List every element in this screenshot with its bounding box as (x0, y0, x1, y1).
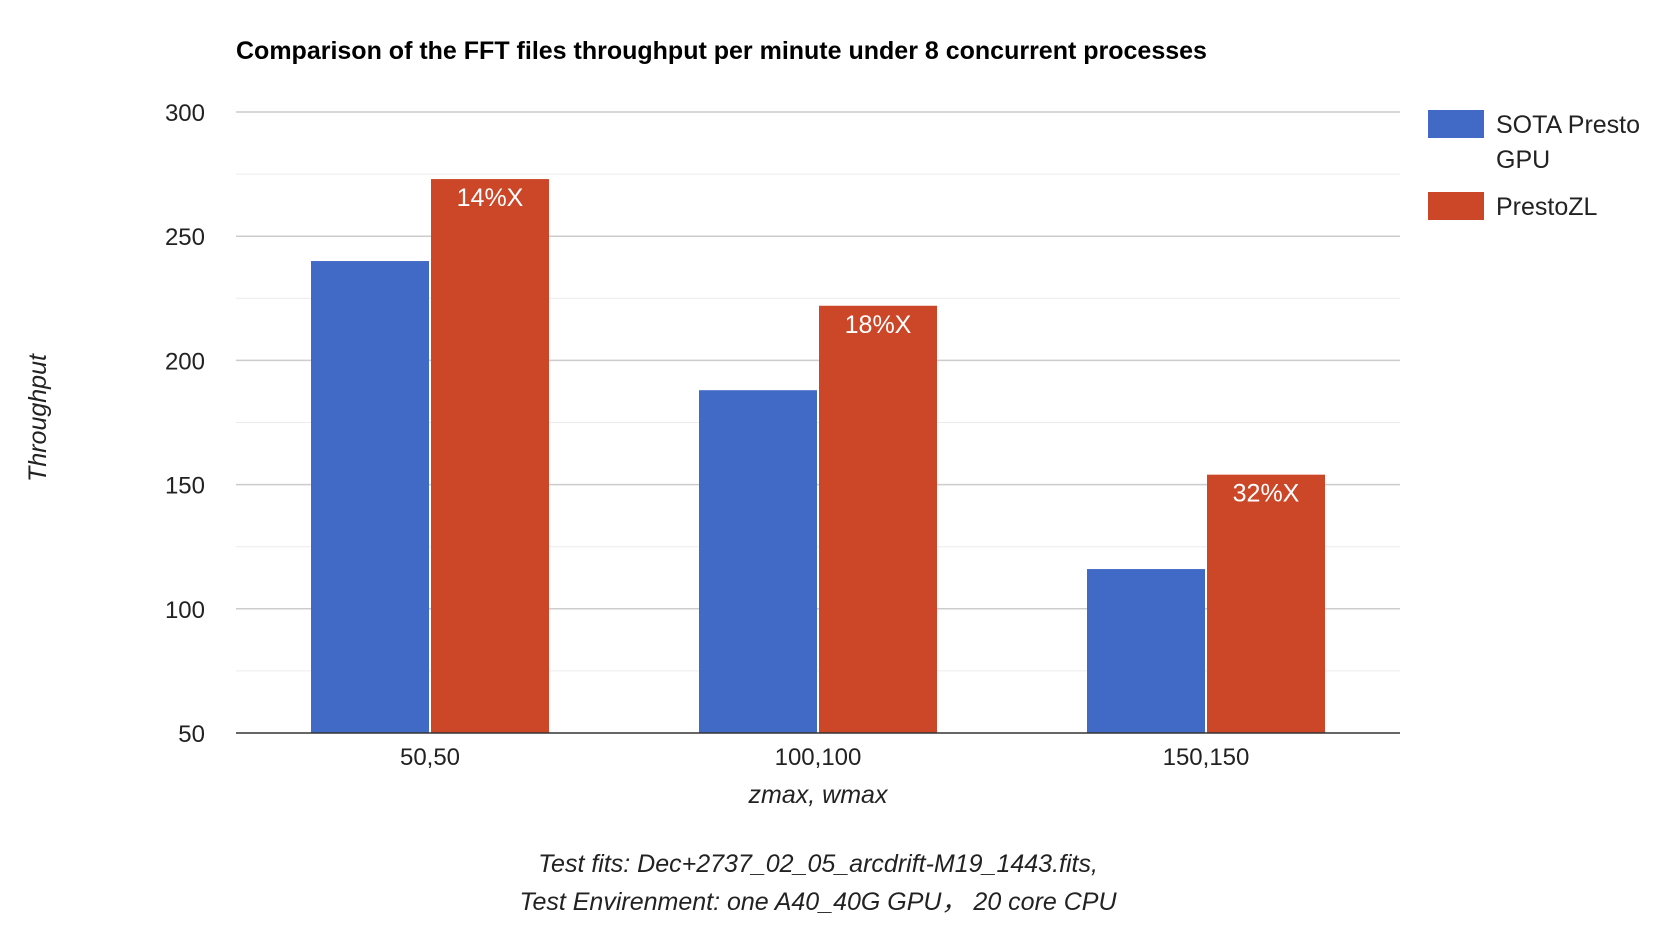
x-tick-label: 150,150 (1163, 744, 1250, 771)
legend-swatch (1428, 192, 1484, 220)
y-tick-label: 250 (165, 224, 205, 251)
y-tick-label: 50 (178, 721, 205, 748)
data-label: 32%X (1233, 480, 1300, 508)
bar-series-0-cat-1 (699, 390, 817, 733)
bar-series-1-cat-2 (1207, 474, 1325, 733)
bars: 14%X 18%X 32%X (311, 179, 1325, 733)
y-tick-label: 200 (165, 348, 205, 375)
bar-series-0-cat-0 (311, 261, 429, 733)
bar-series-0-cat-2 (1087, 569, 1205, 733)
legend-label: SOTA Presto (1496, 111, 1640, 139)
footnote-test-fits: Test fits: Dec+2737_02_05_arcdrift-M19_1… (538, 850, 1098, 878)
footnote-test-environment: Test Envirenment: one A40_40G GPU， 20 co… (519, 888, 1117, 916)
bar-series-1-cat-1 (819, 305, 937, 733)
x-tick-label: 100,100 (775, 744, 862, 771)
legend: SOTA Presto GPU PrestoZL (1428, 110, 1640, 221)
legend-label: PrestoZL (1496, 193, 1598, 221)
bar-series-1-cat-0 (431, 179, 549, 733)
x-axis-ticks: 50,50 100,100 150,150 (400, 744, 1249, 771)
data-label: 18%X (845, 311, 912, 339)
y-axis-ticks: 50 100 150 200 250 300 (165, 100, 205, 748)
y-axis-label: Throughput (24, 353, 52, 482)
legend-swatch (1428, 110, 1484, 138)
chart-title: Comparison of the FFT files throughput p… (236, 37, 1207, 65)
y-tick-label: 150 (165, 473, 205, 500)
x-axis-label: zmax, wmax (748, 781, 889, 809)
y-tick-label: 300 (165, 100, 205, 127)
gridlines (236, 111, 1400, 672)
legend-label: GPU (1496, 146, 1550, 174)
data-label: 14%X (457, 184, 524, 212)
y-tick-label: 100 (165, 597, 205, 624)
x-tick-label: 50,50 (400, 744, 460, 771)
